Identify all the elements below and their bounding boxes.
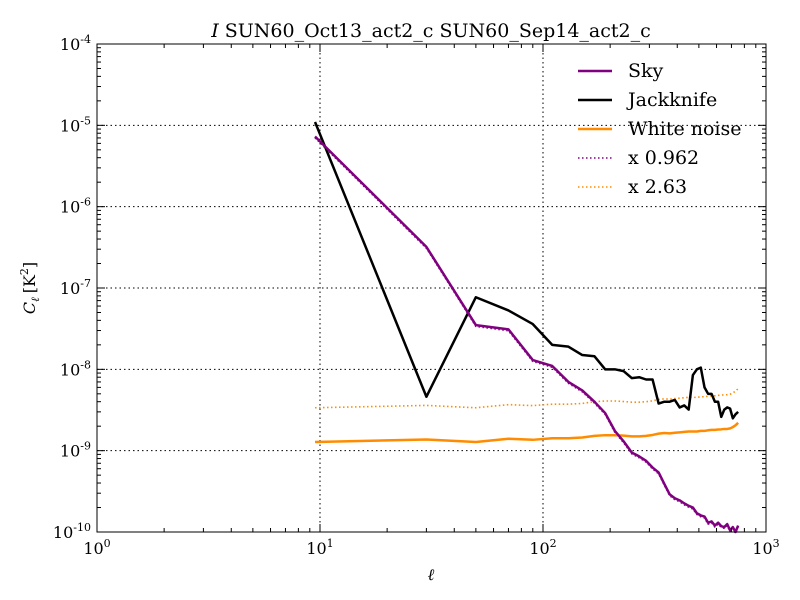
x-tick-label: 103 <box>752 537 779 558</box>
y-tick-label: 10-8 <box>60 358 91 379</box>
y-tick-label-exp: -10 <box>73 521 91 534</box>
y-axis-label-unit-close: ] <box>20 262 39 268</box>
y-tick-label: 10-4 <box>60 33 91 54</box>
series-line-x-2-63 <box>315 388 739 409</box>
y-tick-label-base: 10 <box>60 35 80 54</box>
y-tick-label-base: 10 <box>60 198 80 217</box>
legend-label-white-noise: White noise <box>628 118 742 140</box>
y-tick-label-base: 10 <box>60 360 80 379</box>
legend-label-jackknife: Jackknife <box>626 89 717 111</box>
y-tick-label: 10-10 <box>53 521 91 542</box>
legend-label-sky: Sky <box>628 60 664 82</box>
y-tick-label-exp: -6 <box>80 196 91 209</box>
x-tick-label-exp: 3 <box>773 537 780 550</box>
y-axis-label-unit: [K <box>20 274 39 293</box>
x-tick-label-base: 10 <box>306 539 326 558</box>
x-tick-label: 101 <box>306 537 333 558</box>
chart-title-prefix: I <box>210 20 219 42</box>
y-tick-label-base: 10 <box>60 279 80 298</box>
tick-labels: 100 101 102 10310-1010-910-810-710-610-510-… <box>53 33 780 558</box>
plot-lines <box>313 121 740 535</box>
y-tick-label: 10-6 <box>60 196 91 217</box>
y-axis-label: Cℓ [K2] <box>18 262 42 314</box>
x-tick-label-exp: 1 <box>327 537 334 550</box>
x-tick-label-base: 10 <box>752 539 772 558</box>
x-tick-label: 100 <box>83 537 110 558</box>
y-tick-label-base: 10 <box>53 523 73 542</box>
legend-label-x-2-63: x 2.63 <box>628 176 687 198</box>
x-tick-label-base: 10 <box>529 539 549 558</box>
chart-title-text: SUN60_Oct13_act2_c SUN60_Sep14_act2_c <box>225 20 651 42</box>
legend-label-x-0-962: x 0.962 <box>628 147 699 169</box>
y-tick-label-exp: -5 <box>80 114 91 127</box>
ticks <box>96 43 767 533</box>
y-tick-label-base: 10 <box>60 442 80 461</box>
x-tick-label: 102 <box>529 537 556 558</box>
legend: Sky Jackknife White noise x 0.962 x 2.63 <box>578 60 742 198</box>
y-tick-label: 10-7 <box>60 277 91 298</box>
series-line-jackknife <box>313 121 739 420</box>
gridlines <box>97 44 766 532</box>
y-axis-label-unit-exp: 2 <box>18 268 31 275</box>
chart-title: I SUN60_Oct13_act2_c SUN60_Sep14_act2_c <box>210 20 651 42</box>
series-line-white-noise <box>315 421 740 444</box>
series-line-sky <box>314 135 740 534</box>
y-axis-label-main: C <box>20 302 39 314</box>
x-tick-label-exp: 2 <box>550 537 557 550</box>
y-axis-label-sub: ℓ <box>29 297 42 302</box>
y-tick-label: 10-5 <box>60 114 91 135</box>
y-tick-label-base: 10 <box>60 116 80 135</box>
x-tick-label-exp: 0 <box>104 537 111 550</box>
y-tick-label-exp: -7 <box>80 277 91 290</box>
y-tick-label-exp: -9 <box>80 440 91 453</box>
x-tick-label-base: 10 <box>83 539 103 558</box>
y-tick-label-exp: -8 <box>80 358 91 371</box>
y-tick-label-exp: -4 <box>80 33 91 46</box>
y-tick-label: 10-9 <box>60 440 91 461</box>
x-axis-label: ℓ <box>428 565 435 584</box>
